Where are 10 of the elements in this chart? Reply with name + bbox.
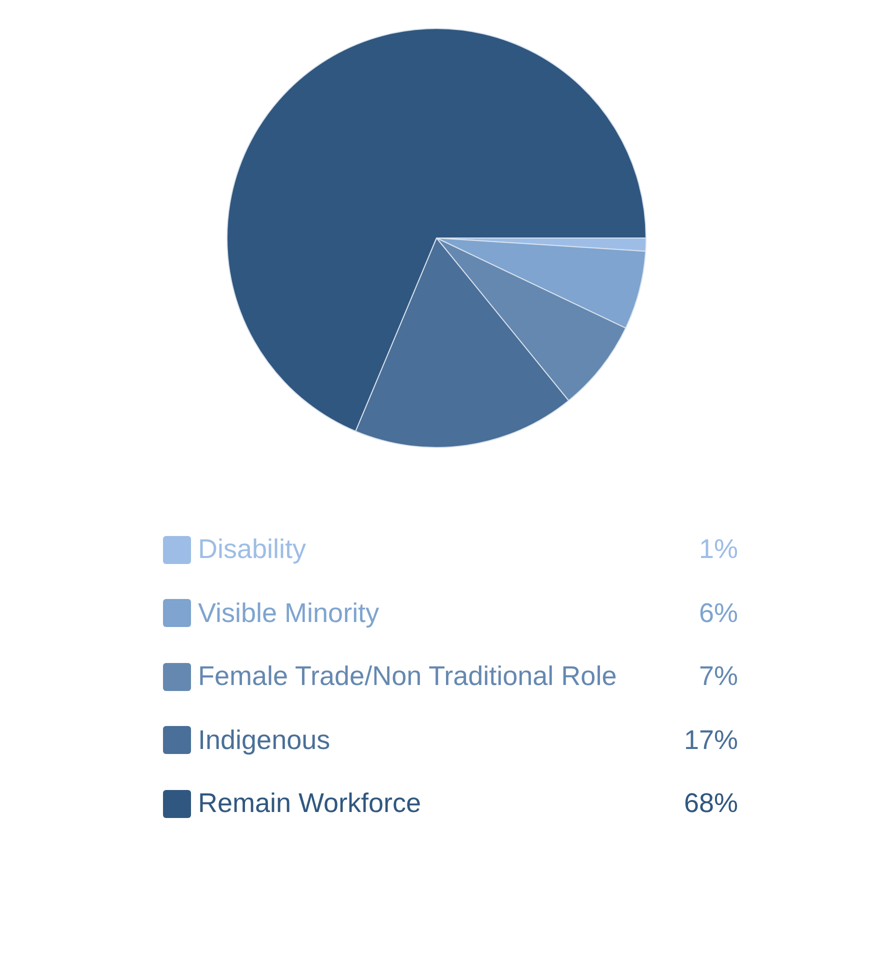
legend-label: Visible Minority [198,598,380,629]
legend-label: Remain Workforce [198,788,422,820]
data-label: 1% [698,534,738,566]
data-label: 17% [684,724,738,756]
data-label: 6% [698,598,738,629]
data-label: 7% [698,661,738,692]
legend-label: Disability [198,534,308,566]
legend-label: Female Trade/Non Traditional Role [198,661,618,692]
legend-label: Indigenous [198,724,332,756]
data-label: 68% [684,788,738,820]
